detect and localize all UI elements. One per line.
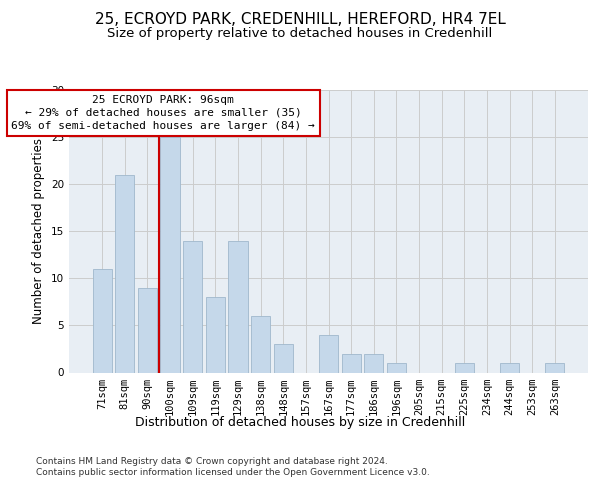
Bar xyxy=(341,354,361,372)
Bar xyxy=(251,316,270,372)
Bar xyxy=(183,240,202,372)
Bar xyxy=(274,344,293,372)
Text: 25, ECROYD PARK, CREDENHILL, HEREFORD, HR4 7EL: 25, ECROYD PARK, CREDENHILL, HEREFORD, H… xyxy=(95,12,505,26)
Bar xyxy=(138,288,157,372)
Bar xyxy=(387,363,406,372)
Text: Size of property relative to detached houses in Credenhill: Size of property relative to detached ho… xyxy=(107,26,493,40)
Bar xyxy=(545,363,565,372)
Bar xyxy=(115,175,134,372)
Text: Contains HM Land Registry data © Crown copyright and database right 2024.
Contai: Contains HM Land Registry data © Crown c… xyxy=(36,458,430,477)
Text: Distribution of detached houses by size in Credenhill: Distribution of detached houses by size … xyxy=(135,416,465,429)
Bar xyxy=(500,363,519,372)
Bar xyxy=(319,335,338,372)
Bar xyxy=(364,354,383,372)
Bar xyxy=(229,240,248,372)
Text: 25 ECROYD PARK: 96sqm
← 29% of detached houses are smaller (35)
69% of semi-deta: 25 ECROYD PARK: 96sqm ← 29% of detached … xyxy=(11,94,315,131)
Bar xyxy=(92,269,112,372)
Bar xyxy=(455,363,474,372)
Bar xyxy=(206,297,225,372)
Bar xyxy=(160,137,180,372)
Y-axis label: Number of detached properties: Number of detached properties xyxy=(32,138,46,324)
